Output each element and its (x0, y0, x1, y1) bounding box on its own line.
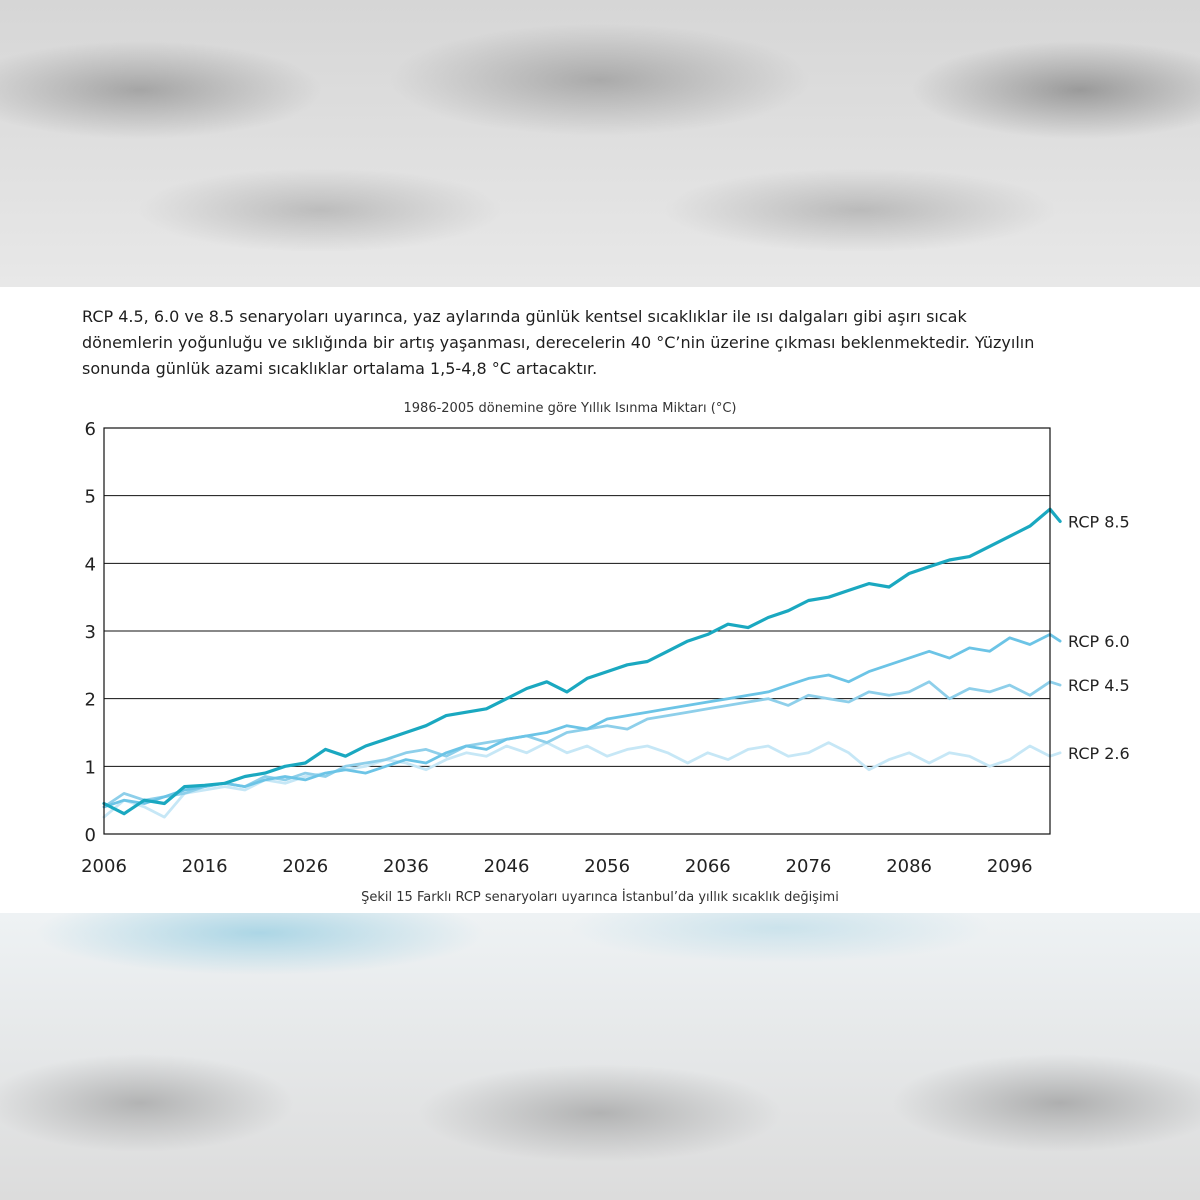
x-tick-label: 2086 (886, 856, 932, 877)
x-tick-label: 2056 (584, 856, 630, 877)
figure-caption: Şekil 15 Farklı RCP senaryoları uyarınca… (361, 890, 839, 905)
x-tick-label: 2016 (182, 856, 228, 877)
series-label-rcp-8-5: RCP 8.5 (1068, 512, 1130, 531)
y-tick-labels: 0 1 2 3 4 5 6 (85, 419, 96, 846)
y-tick-label: 4 (85, 554, 96, 575)
x-tick-label: 2006 (81, 856, 127, 877)
x-tick-labels: 2006 2016 2026 2036 2046 2056 2066 2076 2086 2096 (81, 856, 1033, 877)
series-line-rcp-8-5 (102, 507, 1062, 816)
y-tick-label: 6 (85, 419, 96, 440)
series-label-rcp-4-5: RCP 4.5 (1068, 676, 1130, 695)
plot-frame (103, 427, 1051, 835)
x-tick-label: 2066 (685, 856, 731, 877)
y-tick-label: 1 (85, 757, 96, 778)
chart-title: 1986-2005 dönemine göre Yıllık Isınma Mi… (404, 401, 737, 416)
x-tick-label: 2036 (383, 856, 429, 877)
blurred-background-bottom (0, 913, 1200, 1200)
series-line-rcp-6-0 (102, 633, 1062, 809)
x-tick-label: 2026 (282, 856, 328, 877)
x-tick-label: 2076 (786, 856, 832, 877)
y-tick-label: 3 (85, 622, 96, 643)
blurred-background-top (0, 0, 1200, 287)
figure-card (0, 287, 1200, 913)
series-label-rcp-2-6: RCP 2.6 (1068, 744, 1130, 763)
x-tick-label: 2096 (987, 856, 1033, 877)
y-tick-label: 0 (85, 825, 96, 846)
y-tick-label: 5 (85, 487, 96, 508)
series-lines (102, 507, 1062, 819)
series-end-labels: RCP 2.6 RCP 4.5 RCP 6.0 RCP 8.5 (1068, 512, 1130, 762)
series-line-rcp-2-6 (102, 741, 1062, 819)
intro-paragraph: RCP 4.5, 6.0 ve 8.5 senaryoları uyarınca… (82, 307, 1035, 378)
y-tick-label: 2 (85, 690, 96, 711)
grid-lines (104, 495, 1050, 767)
x-tick-label: 2046 (484, 856, 530, 877)
series-label-rcp-6-0: RCP 6.0 (1068, 632, 1130, 651)
